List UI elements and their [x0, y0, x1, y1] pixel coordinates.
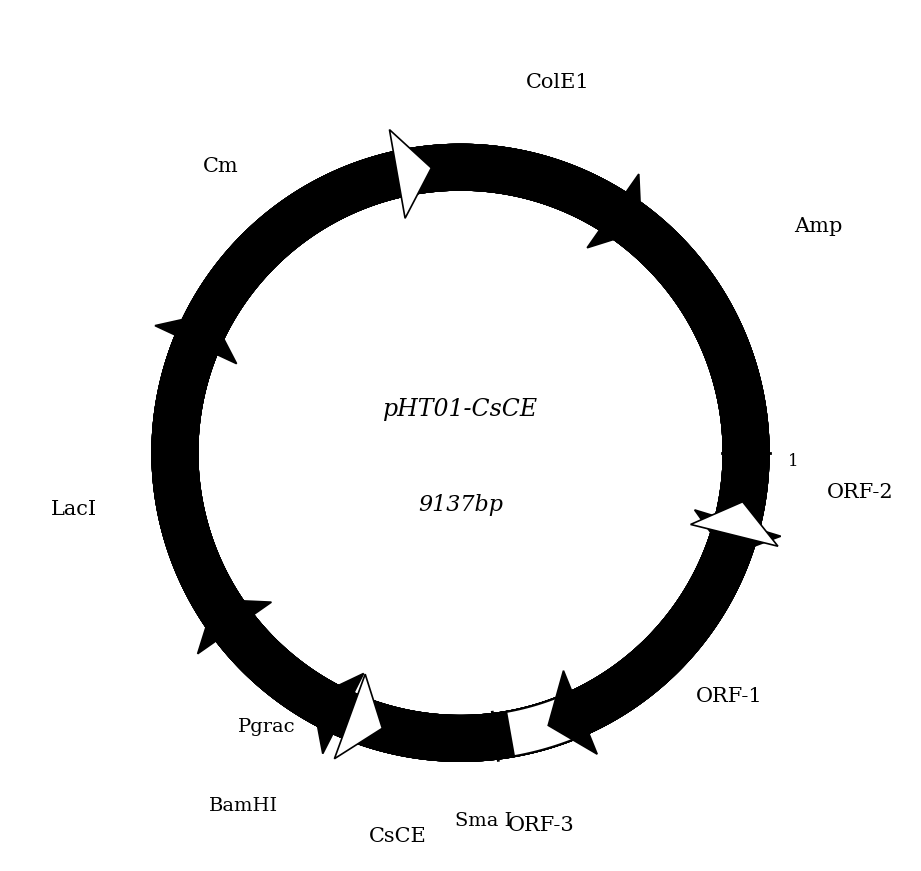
- Text: pHT01-CsCE: pHT01-CsCE: [383, 398, 538, 421]
- Polygon shape: [152, 145, 769, 761]
- Polygon shape: [691, 502, 778, 546]
- Text: Cm: Cm: [203, 157, 239, 176]
- Polygon shape: [198, 599, 272, 654]
- Polygon shape: [312, 673, 364, 753]
- Polygon shape: [155, 314, 237, 364]
- Polygon shape: [334, 674, 382, 759]
- Text: ColE1: ColE1: [526, 72, 589, 91]
- Polygon shape: [152, 145, 769, 761]
- Text: BamHI: BamHI: [208, 797, 277, 814]
- Text: ORF-1: ORF-1: [695, 687, 763, 706]
- Text: ORF-2: ORF-2: [827, 483, 893, 502]
- Text: Sma I: Sma I: [455, 813, 512, 830]
- Polygon shape: [548, 671, 597, 754]
- Polygon shape: [152, 145, 769, 761]
- Polygon shape: [390, 130, 431, 219]
- Polygon shape: [152, 145, 769, 761]
- Polygon shape: [152, 145, 769, 761]
- Polygon shape: [152, 145, 769, 758]
- Text: ORF-3: ORF-3: [507, 816, 575, 834]
- Text: Pgrac: Pgrac: [238, 718, 296, 736]
- Text: CsCE: CsCE: [369, 827, 427, 846]
- Text: Amp: Amp: [795, 217, 843, 236]
- Polygon shape: [694, 510, 781, 557]
- Polygon shape: [588, 174, 641, 247]
- Text: 9137bp: 9137bp: [418, 494, 503, 516]
- Polygon shape: [152, 145, 769, 761]
- Text: LacI: LacI: [51, 500, 97, 519]
- Polygon shape: [171, 145, 769, 761]
- Text: 1: 1: [788, 453, 799, 469]
- Polygon shape: [152, 150, 769, 761]
